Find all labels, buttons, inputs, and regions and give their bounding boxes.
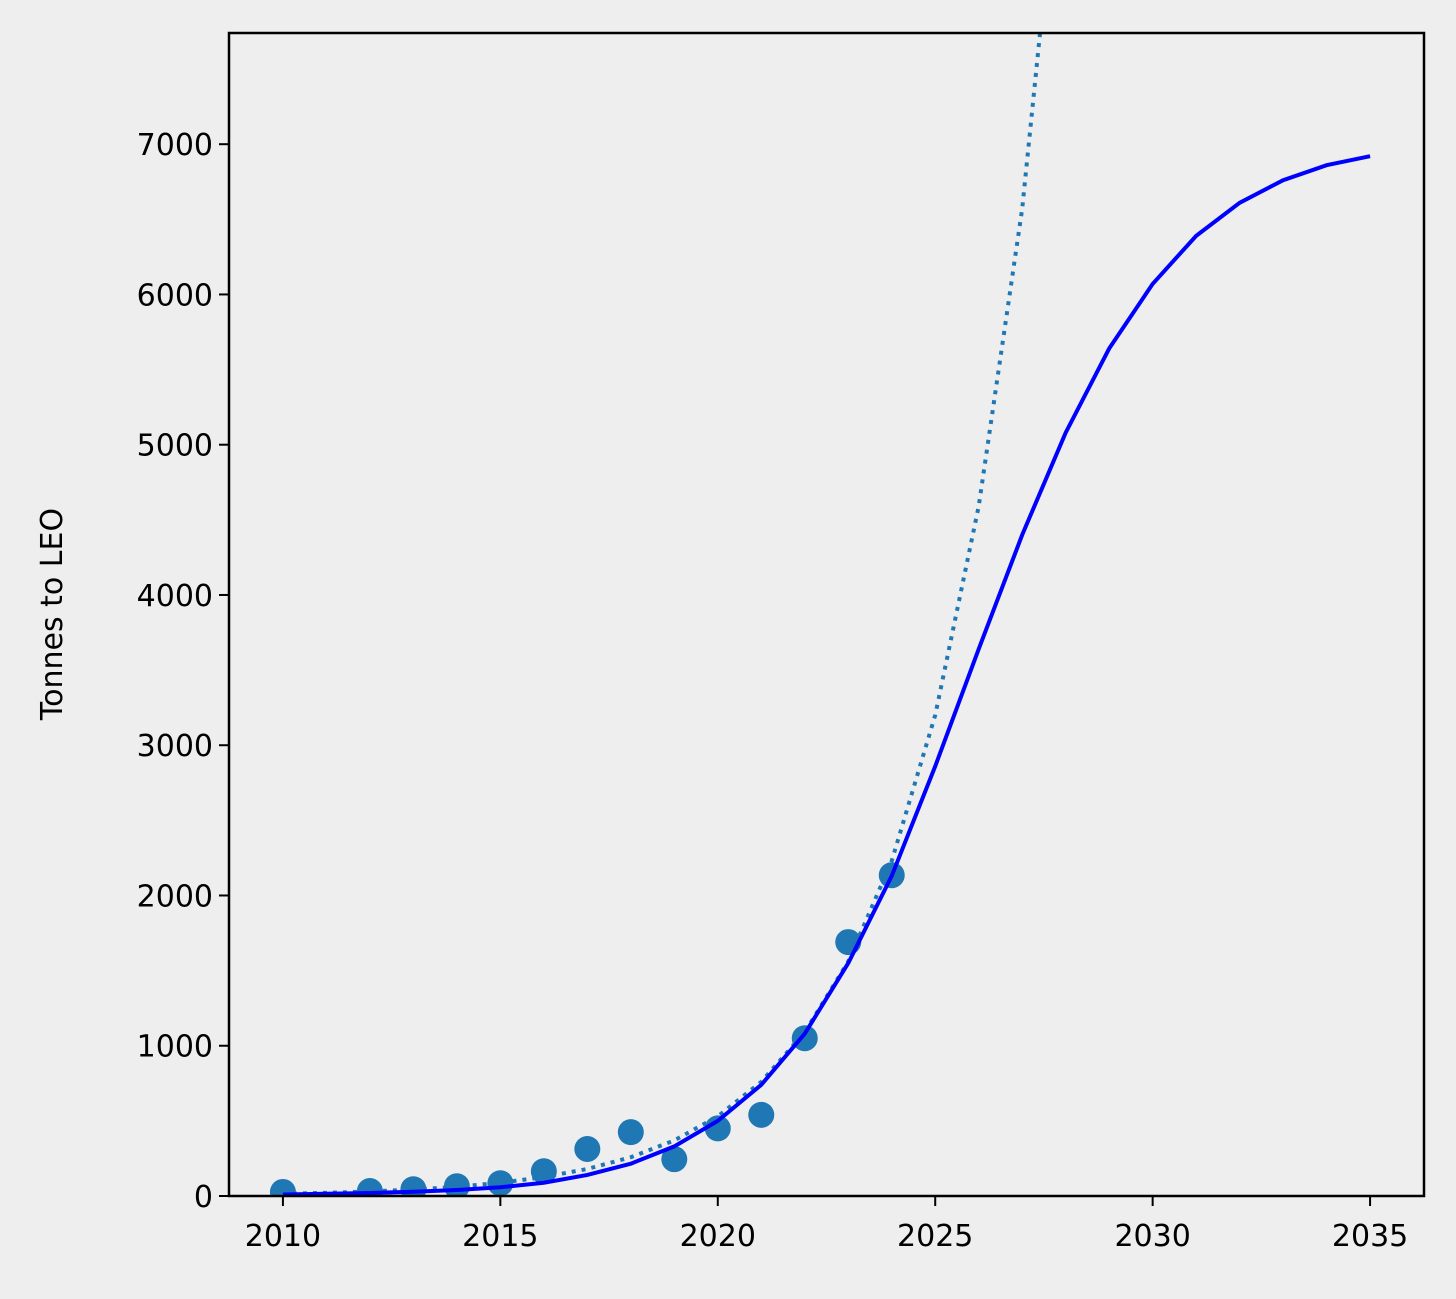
y-tick-label: 7000 xyxy=(137,128,213,163)
y-tick-label: 4000 xyxy=(137,579,213,614)
y-tick-label: 6000 xyxy=(137,278,213,313)
x-tick-label: 2015 xyxy=(462,1219,538,1254)
scatter-point xyxy=(487,1170,514,1196)
y-tick-label: 0 xyxy=(194,1180,213,1215)
x-tick-label: 2030 xyxy=(1114,1219,1190,1254)
line-series xyxy=(282,154,1371,1196)
scatter-point xyxy=(704,1115,731,1142)
plot xyxy=(269,33,1371,1196)
line-series xyxy=(282,33,1043,1196)
scatter-point xyxy=(791,1025,818,1052)
x-tick-label: 2020 xyxy=(680,1219,756,1254)
scatter-point xyxy=(530,1158,557,1185)
x-tick-label: 2010 xyxy=(245,1219,321,1254)
plot-frame xyxy=(227,31,1426,1198)
y-tick-label: 5000 xyxy=(137,429,213,464)
scatter-point xyxy=(617,1119,644,1146)
y-tick-label: 3000 xyxy=(137,729,213,764)
scatter-point xyxy=(269,1178,296,1196)
scatter-point xyxy=(748,1101,775,1128)
plot-area xyxy=(229,33,1424,1196)
y-tick-label: 2000 xyxy=(137,879,213,914)
y-tick-label: 1000 xyxy=(137,1030,213,1065)
scatter-point xyxy=(661,1146,688,1173)
x-tick-label: 2025 xyxy=(897,1219,973,1254)
y-axis-label: Tonnes to LEO xyxy=(35,508,70,721)
x-tick-label: 2035 xyxy=(1332,1219,1408,1254)
scatter-point xyxy=(574,1135,601,1162)
